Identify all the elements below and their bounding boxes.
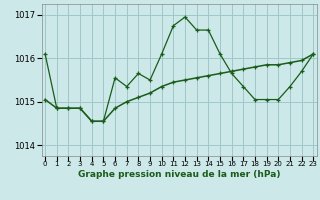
X-axis label: Graphe pression niveau de la mer (hPa): Graphe pression niveau de la mer (hPa) xyxy=(78,170,280,179)
